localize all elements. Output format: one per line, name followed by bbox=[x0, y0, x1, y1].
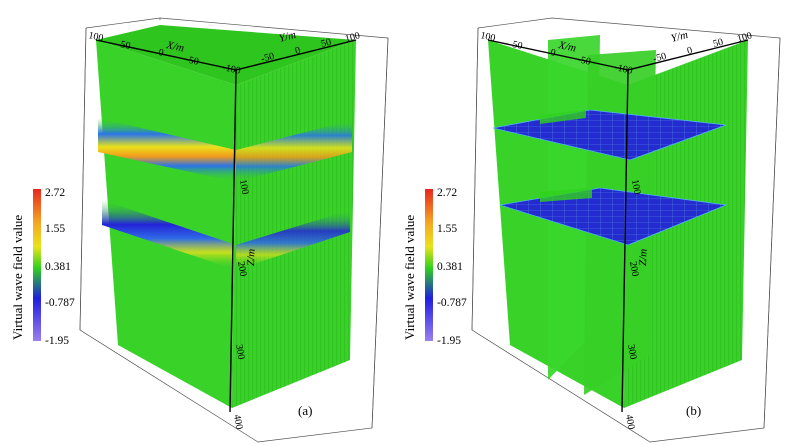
y-tick-b-1: 0 bbox=[686, 45, 694, 57]
colorbar-b-title: Virtual wave field value bbox=[402, 215, 417, 340]
top-face-a bbox=[96, 25, 356, 85]
y-tick-a-1: 0 bbox=[294, 45, 302, 57]
panel-label-a: (a) bbox=[298, 403, 312, 418]
panel-label-b: (b) bbox=[686, 403, 701, 418]
z-tick-b-0: 100 bbox=[629, 179, 642, 196]
y-tick-a-2: 50 bbox=[320, 37, 333, 50]
x-tick-a-2: 0 bbox=[157, 47, 164, 59]
colorbar-a-title: Virtual wave field value bbox=[10, 215, 25, 340]
wave-band-4-a bbox=[236, 210, 350, 270]
colorbar-a-tick-1: 1.55 bbox=[45, 223, 65, 235]
z-tick-a-2: 300 bbox=[233, 344, 246, 361]
y-tick-b-2: 50 bbox=[712, 37, 725, 50]
x-tick-a-4: -100 bbox=[221, 62, 241, 77]
z-ticks-a: 100 200 300 400 Z/m bbox=[231, 179, 258, 431]
x-tick-a-0: 100 bbox=[87, 30, 104, 44]
x-tick-a-3: -50 bbox=[184, 54, 199, 68]
z-tick-a-1: 200 bbox=[235, 261, 248, 278]
x-ticks-a: 100 50 0 -50 -100 X/m bbox=[87, 30, 241, 77]
x-tick-b-4: -100 bbox=[613, 62, 633, 77]
x-tick-b-0: 100 bbox=[479, 30, 496, 44]
axes-b bbox=[487, 39, 749, 413]
x-tick-b-3: -50 bbox=[576, 54, 591, 68]
y-axis-label-a: Y/m bbox=[278, 29, 298, 45]
y-axis-label-b: Y/m bbox=[670, 29, 690, 45]
bounding-box-b bbox=[471, 17, 781, 443]
colorbar-a-tick-4: -1.95 bbox=[45, 335, 69, 347]
x-axis-label-a: X/m bbox=[164, 39, 185, 55]
z-ticks-b: 100 200 300 400 Z/m bbox=[623, 179, 650, 431]
x-axis-label-b: X/m bbox=[556, 39, 577, 55]
y-tick-a-3: 100 bbox=[344, 30, 361, 45]
colorbar-b-tick-4: -1.95 bbox=[437, 335, 461, 347]
colorbar-a: 2.72 1.55 0.381 -0.787 -1.95 Virtual wav… bbox=[10, 187, 75, 347]
horizontal-slice-2-b bbox=[500, 188, 726, 245]
slice-rim-1-b bbox=[540, 110, 586, 124]
z-tick-b-3: 400 bbox=[623, 414, 636, 431]
panel-b: 100 50 0 -50 -100 X/m -50 0 50 100 Y/m 1… bbox=[471, 17, 781, 443]
z-tick-a-0: 100 bbox=[237, 179, 250, 196]
colorbar-b-tick-1: 1.55 bbox=[437, 223, 457, 235]
wave-band-2-a bbox=[102, 200, 236, 270]
y-ticks-b: -50 0 50 100 Y/m bbox=[652, 29, 753, 65]
colorbar-b-bar bbox=[425, 189, 433, 341]
wave-band-3-a bbox=[236, 120, 352, 182]
z-tick-b-1: 200 bbox=[627, 261, 640, 278]
colorbar-b: 2.72 1.55 0.381 -0.787 -1.95 Virtual wav… bbox=[402, 187, 467, 347]
z-tick-b-2: 300 bbox=[625, 344, 638, 361]
y-tick-a-0: -50 bbox=[260, 51, 276, 65]
z-tick-a-3: 400 bbox=[231, 414, 244, 431]
colorbar-a-tick-3: -0.787 bbox=[45, 297, 75, 309]
colorbar-a-bar bbox=[33, 189, 41, 341]
colorbar-b-tick-0: 2.72 bbox=[437, 187, 457, 199]
colorbar-b-tick-2: 0.381 bbox=[437, 261, 463, 273]
x-ticks-b: 100 50 0 -50 -100 X/m bbox=[479, 30, 633, 77]
x-tick-b-2: 0 bbox=[549, 47, 556, 59]
y-ticks-a: -50 0 50 100 Y/m bbox=[260, 29, 361, 65]
x-tick-a-1: 50 bbox=[119, 39, 131, 52]
x-tick-b-1: 50 bbox=[511, 39, 523, 52]
axes-a bbox=[95, 39, 357, 413]
z-axis-label-b: Z/m bbox=[637, 249, 650, 267]
colorbar-a-tick-2: 0.381 bbox=[45, 261, 71, 273]
bounding-box-a bbox=[79, 17, 389, 443]
wave-band-1-a bbox=[98, 118, 236, 182]
colorbar-a-tick-0: 2.72 bbox=[45, 187, 65, 199]
panel-a: 100 50 0 -50 -100 X/m -50 0 50 100 Y/m 1… bbox=[79, 17, 389, 443]
y-tick-b-3: 100 bbox=[736, 30, 753, 45]
z-axis-label-a: Z/m bbox=[245, 249, 258, 267]
y-tick-b-0: -50 bbox=[652, 51, 668, 65]
colorbar-b-tick-3: -0.787 bbox=[437, 297, 467, 309]
slice-rim-2-b bbox=[540, 188, 592, 202]
